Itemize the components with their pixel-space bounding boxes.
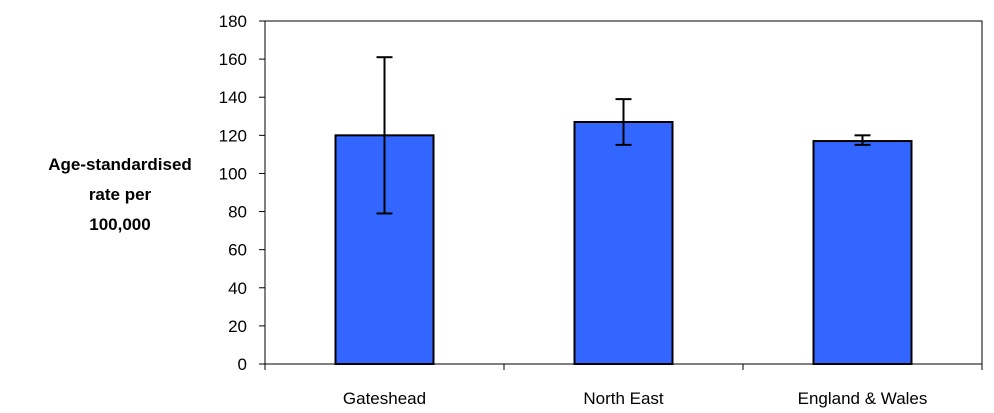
y-tick-label-180: 180	[219, 12, 247, 31]
x-tick-label-north-east: North East	[583, 389, 664, 408]
y-axis-label-line-1: Age-standardised	[48, 155, 192, 174]
y-tick-label-140: 140	[219, 88, 247, 107]
y-tick-label-80: 80	[228, 203, 247, 222]
bar-north-east	[573, 120, 674, 365]
y-tick-label-100: 100	[219, 164, 247, 183]
y-tick-label-40: 40	[228, 279, 247, 298]
y-axis-label-line-3: 100,000	[89, 215, 151, 234]
x-tick-label-england-wales: England & Wales	[798, 389, 928, 408]
y-tick-label-160: 160	[219, 50, 247, 69]
x-tick-label-gateshead: Gateshead	[343, 389, 426, 408]
y-tick-label-20: 20	[228, 317, 247, 336]
y-tick-label-120: 120	[219, 126, 247, 145]
y-tick-label-0: 0	[238, 355, 247, 374]
bar-england-wales	[812, 140, 913, 365]
y-tick-label-60: 60	[228, 241, 247, 260]
y-axis-label: Age-standardised rate per 100,000	[10, 150, 230, 240]
y-axis-label-line-2: rate per	[88, 185, 152, 204]
